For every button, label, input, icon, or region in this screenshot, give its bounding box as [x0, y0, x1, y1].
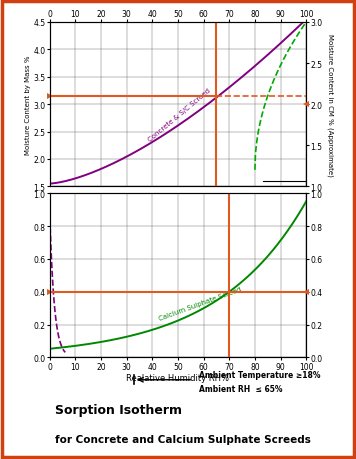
Text: Concrete & S/C Screed: Concrete & S/C Screed	[147, 88, 211, 143]
Y-axis label: Moisture Content by Mass %: Moisture Content by Mass %	[25, 55, 31, 155]
Text: Ambient RH  ≤ 65%: Ambient RH ≤ 65%	[199, 384, 282, 393]
Text: for Concrete and Calcium Sulphate Screeds: for Concrete and Calcium Sulphate Screed…	[55, 435, 311, 444]
Y-axis label: Moisture Content in CM % (Approximate): Moisture Content in CM % (Approximate)	[327, 34, 334, 176]
X-axis label: Realative Humidity RH%: Realative Humidity RH%	[126, 374, 230, 383]
Text: Calcium Sulphate Screed: Calcium Sulphate Screed	[157, 286, 242, 322]
Text: Sorption Isotherm: Sorption Isotherm	[55, 403, 182, 416]
Text: Ambient Temperature ≥18%: Ambient Temperature ≥18%	[199, 370, 320, 379]
